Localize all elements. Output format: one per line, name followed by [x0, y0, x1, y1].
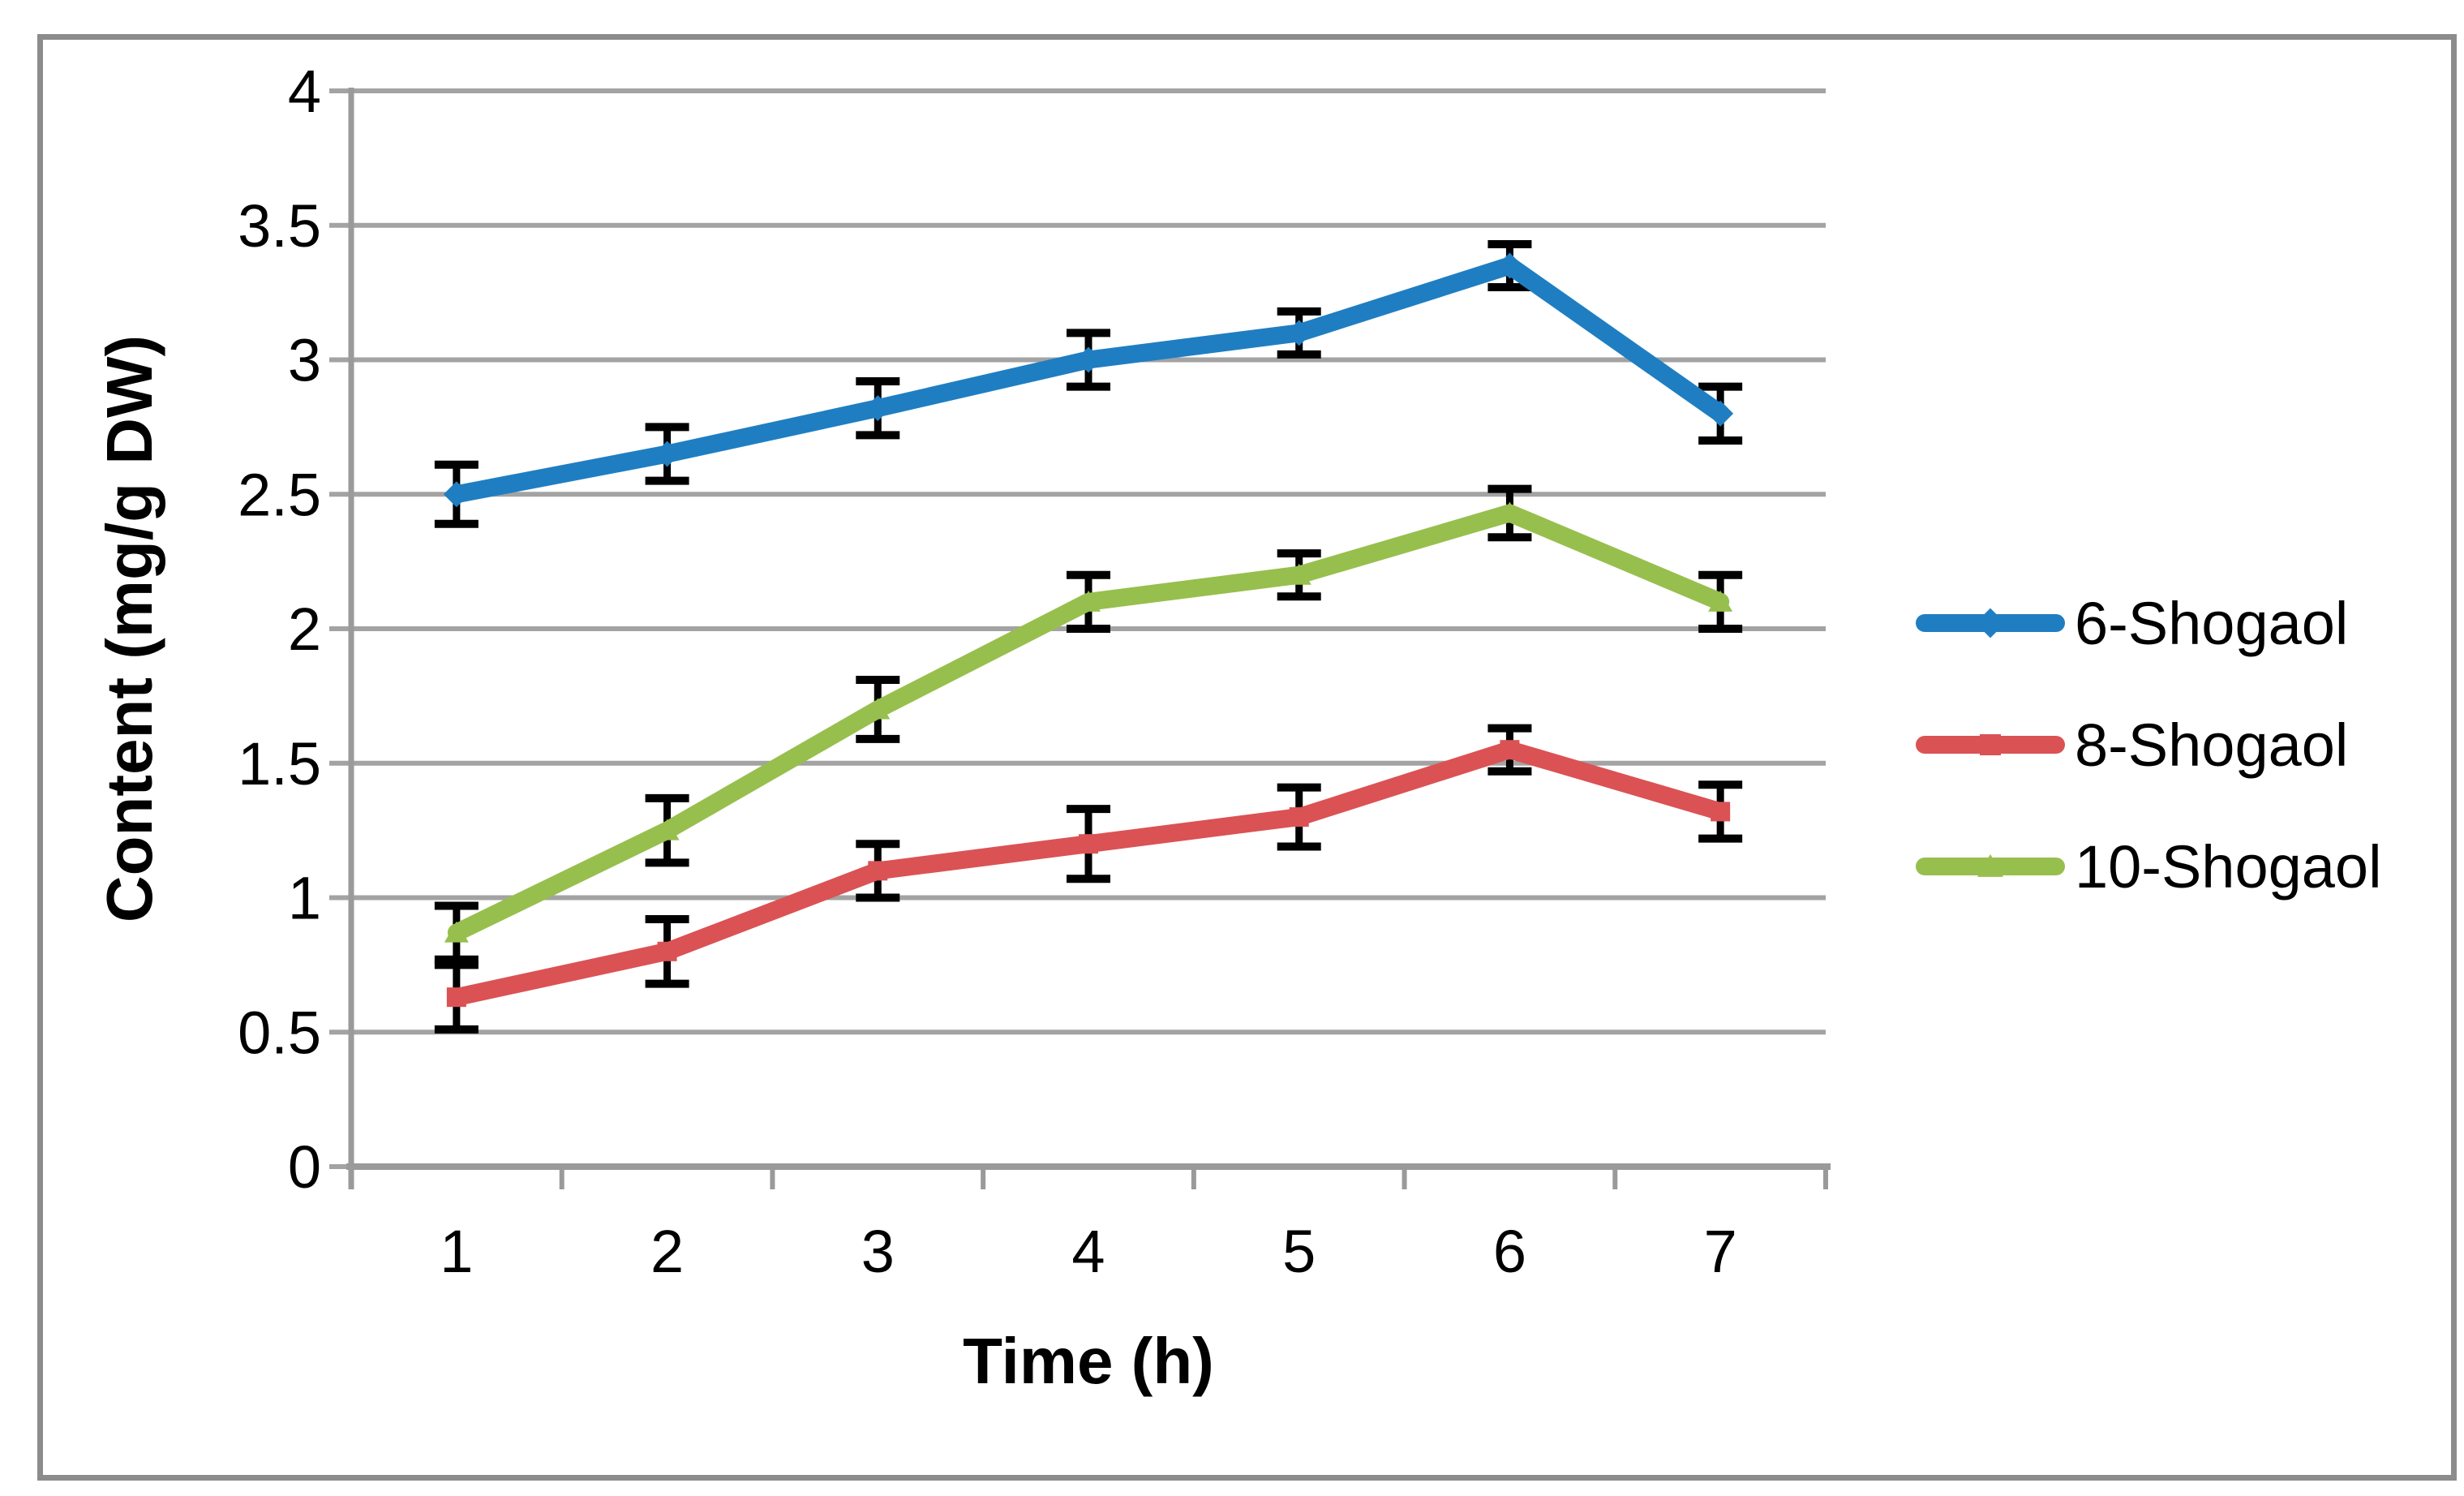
- y-tick-label: 1.5: [238, 730, 321, 797]
- legend-label: 10-Shogaol: [2075, 832, 2382, 901]
- y-tick-label: 1: [288, 865, 321, 932]
- x-axis-title: Time (h): [963, 1325, 1214, 1397]
- y-tick-label: 2: [288, 595, 321, 663]
- legend-line-sample: [1916, 853, 2065, 877]
- x-tick-label: 3: [861, 1218, 895, 1285]
- data-marker-8-shogaol[interactable]: [657, 941, 677, 961]
- x-tick-label: 1: [440, 1218, 473, 1285]
- x-tick-label: 6: [1493, 1218, 1526, 1285]
- x-tick-label: 5: [1282, 1218, 1316, 1285]
- data-marker-6-shogaol[interactable]: [1707, 400, 1734, 427]
- data-marker-10-shogaol[interactable]: [655, 819, 680, 840]
- x-tick-label: 4: [1071, 1218, 1105, 1285]
- data-marker-6-shogaol[interactable]: [1496, 252, 1523, 279]
- y-axis-title: Content (mg/g DW): [93, 334, 165, 923]
- legend-item-10-shogaol[interactable]: 10-Shogaol: [1916, 806, 2382, 927]
- triangle-marker-icon: [1977, 853, 2003, 877]
- legend-item-6-shogaol[interactable]: 6-Shogaol: [1916, 562, 2382, 684]
- chart-border: [37, 34, 2457, 1481]
- data-marker-8-shogaol[interactable]: [446, 987, 466, 1008]
- diamond-marker-icon: [1975, 608, 2006, 638]
- data-marker-6-shogaol[interactable]: [1075, 346, 1101, 373]
- data-marker-8-shogaol[interactable]: [1289, 807, 1309, 828]
- legend-line-sample: [1916, 608, 2065, 638]
- square-marker-icon: [1980, 734, 2001, 755]
- data-marker-10-shogaol[interactable]: [865, 698, 891, 720]
- y-tick-label: 4: [288, 58, 321, 125]
- x-tick-label: 2: [650, 1218, 684, 1285]
- data-marker-10-shogaol[interactable]: [444, 921, 469, 943]
- y-tick-label: 3: [288, 327, 321, 394]
- data-marker-8-shogaol[interactable]: [1500, 740, 1520, 760]
- data-marker-8-shogaol[interactable]: [1079, 834, 1098, 854]
- data-marker-10-shogaol[interactable]: [1076, 590, 1101, 612]
- data-marker-10-shogaol[interactable]: [1497, 501, 1522, 523]
- data-marker-10-shogaol[interactable]: [1286, 563, 1311, 585]
- legend-line-sample: [1916, 734, 2065, 755]
- data-marker-10-shogaol[interactable]: [1708, 590, 1733, 612]
- legend: 6-Shogaol 8-Shogaol 10-Shogaol: [1916, 562, 2382, 927]
- data-marker-6-shogaol[interactable]: [654, 441, 680, 467]
- legend-item-8-shogaol[interactable]: 8-Shogaol: [1916, 684, 2382, 806]
- y-tick-label: 3.5: [238, 192, 321, 260]
- data-marker-6-shogaol[interactable]: [443, 481, 470, 508]
- y-tick-label: 0.5: [238, 999, 321, 1066]
- legend-label: 8-Shogaol: [2075, 711, 2349, 779]
- y-tick-label: 0: [288, 1133, 321, 1201]
- data-marker-6-shogaol[interactable]: [1286, 320, 1312, 346]
- data-marker-8-shogaol[interactable]: [1711, 802, 1731, 822]
- data-marker-6-shogaol[interactable]: [865, 395, 891, 422]
- data-marker-8-shogaol[interactable]: [868, 861, 888, 881]
- y-tick-label: 2.5: [238, 461, 321, 528]
- x-tick-label: 7: [1704, 1218, 1737, 1285]
- legend-label: 6-Shogaol: [2075, 589, 2349, 657]
